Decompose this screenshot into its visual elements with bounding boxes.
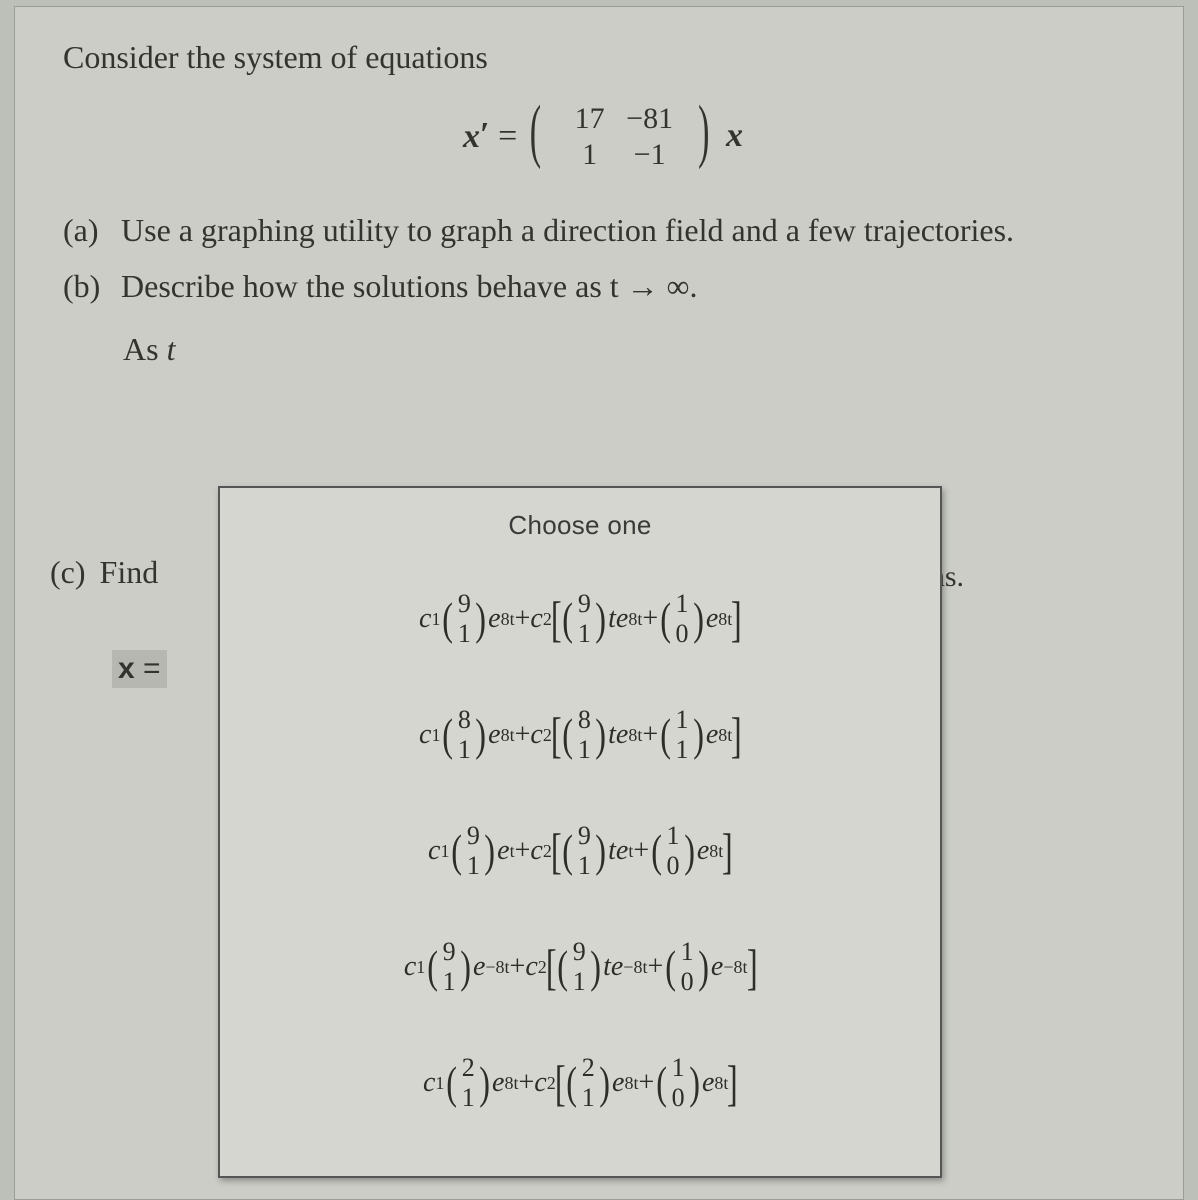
part-a: (a) Use a graphing utility to graph a di… [63, 207, 1143, 253]
answer-dropdown[interactable]: Choose one c1(91)e8t + c2[(91)te8t + (10… [218, 486, 942, 1178]
dropdown-option[interactable]: c1(81)e8t + c2[(81)te8t + (11)e8t] [220, 677, 940, 793]
part-c-label: (c) [50, 554, 86, 590]
page-root: Consider the system of equations x′ = ( … [0, 0, 1198, 1200]
dropdown-header: Choose one [220, 488, 940, 561]
dropdown-option[interactable]: c1(91)e8t + c2[(91)te8t + (10)e8t] [220, 561, 940, 677]
part-b: (b) Describe how the solutions behave as… [63, 263, 1143, 309]
as-t-line: As t [123, 331, 1143, 368]
part-a-text: Use a graphing utility to graph a direct… [121, 207, 1014, 253]
dropdown-option[interactable]: c1(91)e−8t + c2[(91)te−8t + (10)e−8t] [220, 909, 940, 1025]
part-b-text: Describe how the solutions behave as t →… [121, 263, 697, 309]
as-t-text: As t [123, 331, 175, 367]
dropdown-options: c1(91)e8t + c2[(91)te8t + (10)e8t]c1(81)… [220, 561, 940, 1141]
matrix-equation: x′ = ( 17−81 1−1 ) x [63, 100, 1143, 173]
part-a-label: (a) [63, 207, 121, 253]
lparen-icon: ( [530, 97, 541, 168]
x-equals-box: x = [112, 650, 167, 688]
rparen-icon: ) [698, 97, 709, 168]
dropdown-option[interactable]: c1(91)et + c2[(91)tet + (10)e8t] [220, 793, 940, 909]
part-b-label: (b) [63, 263, 121, 309]
coeff-matrix: 17−81 1−1 [560, 100, 680, 173]
part-c: (c) Find [50, 554, 158, 591]
equals: = [498, 117, 526, 154]
lhs: x′ [463, 116, 490, 153]
part-c-text: Find [100, 554, 159, 590]
dropdown-option[interactable]: c1(21)e8t + c2[(21)e8t + (10)e8t] [220, 1025, 940, 1141]
rhs-x: x [726, 117, 743, 154]
intro-text: Consider the system of equations [63, 35, 1143, 80]
